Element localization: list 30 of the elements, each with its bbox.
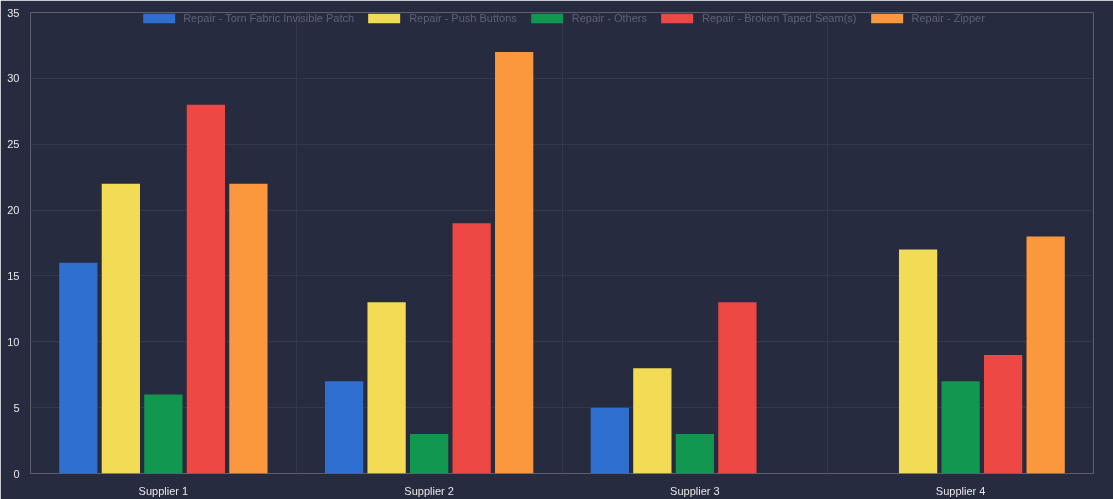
bar [984, 354, 1023, 474]
bar [718, 302, 757, 474]
y-tick-label: 35 [7, 6, 20, 19]
bar [367, 302, 406, 474]
y-tick-label: 15 [7, 269, 20, 282]
bar [898, 249, 938, 474]
y-tick-label: 20 [7, 204, 20, 217]
x-tick-label: Supplier 1 [138, 484, 189, 497]
y-tick-label: 25 [7, 138, 20, 151]
y-tick-label: 10 [7, 335, 20, 348]
bar [495, 52, 534, 474]
x-tick-label: Supplier 3 [670, 484, 720, 497]
bar [101, 183, 140, 474]
x-tick-label: Supplier 2 [404, 484, 454, 497]
bar [1026, 236, 1065, 474]
y-tick-label: 5 [13, 401, 20, 414]
x-tick-label: Supplier 4 [935, 484, 986, 497]
bar [324, 381, 364, 474]
bar [675, 433, 715, 474]
bar [144, 394, 183, 474]
bar [229, 183, 268, 474]
bar [633, 368, 672, 474]
y-tick-label: 30 [7, 72, 20, 85]
bar [59, 262, 98, 474]
bar [409, 433, 449, 474]
bar [452, 223, 491, 474]
bar [590, 407, 629, 474]
y-tick-label: 0 [13, 467, 20, 480]
bar [186, 104, 226, 474]
bar [941, 381, 980, 474]
